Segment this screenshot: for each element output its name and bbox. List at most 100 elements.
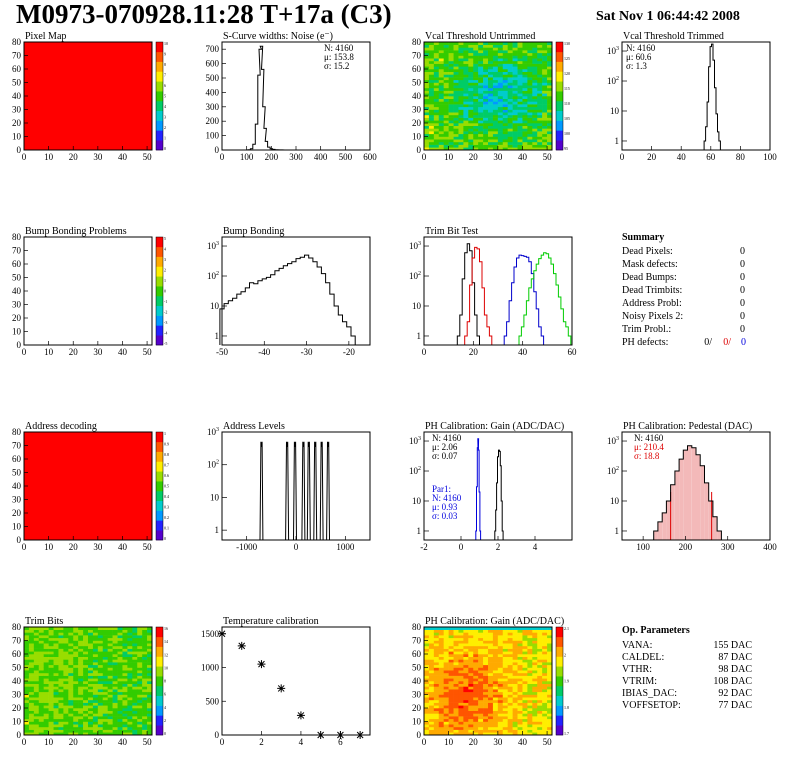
heatmap-cell [448, 699, 454, 703]
heatmap-cell [547, 96, 553, 99]
heatmap-cell [537, 675, 543, 679]
y-tick-label: 70 [12, 51, 22, 61]
address-peak [326, 441, 330, 541]
heatmap-cell [147, 699, 153, 703]
heatmap-cell [453, 662, 459, 666]
heatmap-cell [438, 632, 444, 636]
heatmap-cell [458, 123, 464, 126]
heatmap-cell [428, 74, 435, 78]
heatmap-cell [453, 645, 459, 649]
heatmap-cell [527, 651, 533, 655]
heatmap-cell [492, 699, 499, 703]
heatmap-cell [537, 710, 543, 714]
heatmap-cell [78, 637, 84, 641]
heatmap-cell [527, 47, 533, 51]
heatmap-cell [517, 128, 523, 132]
heatmap-cell [83, 670, 89, 674]
heatmap-cell [522, 718, 528, 722]
heatmap-cell [468, 689, 474, 693]
heatmap-cell [68, 729, 74, 733]
heatmap-cell [424, 716, 430, 720]
heatmap-cell [468, 637, 474, 641]
heatmap-cell [112, 640, 118, 644]
heatmap-cell [547, 136, 553, 140]
heatmap-cell [63, 643, 69, 647]
heatmap-cell [527, 732, 533, 736]
heatmap-cell [497, 654, 504, 657]
heatmap-cell [433, 664, 440, 668]
heatmap-cell [424, 705, 430, 709]
heatmap-cell [424, 694, 430, 698]
heatmap-cell [492, 112, 499, 116]
heatmap-cell [83, 675, 89, 679]
heatmap-cell [478, 44, 484, 48]
heatmap-cell [24, 724, 30, 728]
heatmap-cell [507, 656, 513, 660]
heatmap-cell [507, 643, 513, 647]
heatmap-cell [433, 686, 440, 690]
heatmap-cell [107, 697, 113, 701]
heatmap-cell [507, 77, 513, 81]
heatmap-cell [453, 133, 459, 137]
x-tick-label: 30 [493, 737, 503, 747]
heatmap-cell [63, 681, 69, 684]
heatmap-cell [547, 678, 553, 682]
heatmap-cell [497, 139, 504, 143]
heatmap-cell [88, 667, 94, 671]
heatmap-cell [483, 643, 489, 647]
palette-tick-label: 1.9 [564, 679, 569, 684]
heatmap-cell [63, 672, 69, 676]
heatmap-cell [102, 678, 108, 682]
palette-tick-label: 1.7 [564, 731, 569, 736]
y-tick-label: 70 [412, 51, 422, 61]
heatmap-cell [117, 629, 123, 633]
heatmap-cell [497, 133, 504, 137]
heatmap-cell [478, 104, 484, 108]
heatmap-cell [58, 724, 64, 728]
palette-tick-label: 100 [564, 131, 570, 136]
heatmap-cell [428, 656, 435, 660]
heatmap-cell [33, 656, 40, 660]
heatmap-cell [448, 705, 454, 709]
heatmap-cell [502, 128, 508, 132]
heatmap-cell [532, 654, 538, 657]
heatmap-cell [58, 654, 64, 657]
heatmap-cell [532, 724, 538, 728]
heatmap-cell [502, 147, 508, 151]
palette-swatch [156, 140, 163, 151]
heatmap-cell [507, 686, 513, 690]
heatmap-cell [512, 645, 518, 649]
heatmap-cell [137, 705, 143, 709]
heatmap-cell [547, 60, 553, 64]
heatmap-cell [483, 77, 489, 81]
heatmap-cell [28, 716, 35, 720]
heatmap-cell [88, 713, 94, 717]
heatmap-cell [147, 640, 153, 644]
heatmap-cell [488, 702, 494, 706]
heatmap-cell [43, 710, 49, 714]
heatmap-cell [453, 656, 459, 660]
heatmap-cell [48, 670, 54, 674]
heatmap-cell [507, 659, 513, 663]
heatmap-cell [424, 144, 430, 148]
heatmap-cell [463, 63, 469, 67]
heatmap-cell [483, 664, 489, 668]
heatmap-cell [73, 683, 79, 687]
heatmap-cell [147, 667, 153, 671]
heatmap-cell [532, 702, 538, 706]
heatmap-cell [117, 651, 123, 655]
heatmap-cell [497, 656, 504, 660]
heatmap-cell [547, 732, 553, 736]
heatmap-cell [478, 109, 484, 113]
heatmap-cell [492, 708, 499, 711]
heatmap-cell [68, 645, 74, 649]
heatmap-cell [424, 664, 430, 668]
heatmap-cell [537, 101, 543, 105]
heatmap-cell [137, 659, 143, 663]
heatmap-cell [453, 635, 459, 639]
heatmap-cell [33, 716, 40, 720]
heatmap-cell [527, 708, 533, 711]
palette-swatch [156, 335, 163, 346]
stats-line: σ: 0.03 [432, 511, 458, 521]
heatmap-cell [43, 686, 49, 690]
